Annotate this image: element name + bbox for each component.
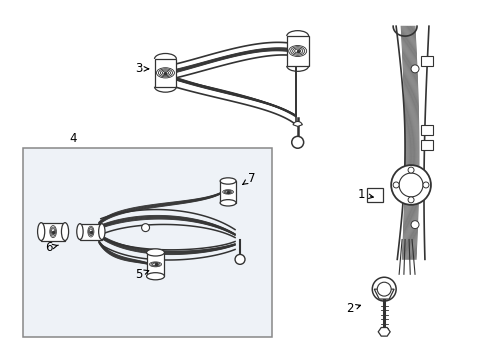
- Ellipse shape: [38, 223, 45, 240]
- Circle shape: [408, 167, 414, 173]
- Circle shape: [292, 136, 304, 148]
- Polygon shape: [378, 328, 390, 336]
- Ellipse shape: [77, 224, 83, 239]
- Circle shape: [411, 221, 419, 229]
- Bar: [421, 56, 433, 66]
- Text: 7: 7: [243, 171, 256, 185]
- Text: 3: 3: [135, 62, 148, 75]
- Bar: [147, 252, 165, 276]
- Text: 1: 1: [358, 188, 373, 201]
- Bar: [80, 224, 102, 239]
- Bar: [421, 140, 433, 150]
- Circle shape: [411, 65, 419, 73]
- Polygon shape: [374, 289, 394, 299]
- Bar: [41, 223, 65, 240]
- Circle shape: [393, 182, 399, 188]
- Circle shape: [142, 224, 149, 231]
- Circle shape: [372, 277, 396, 301]
- Text: 2: 2: [345, 302, 361, 315]
- Circle shape: [399, 173, 423, 197]
- Circle shape: [235, 255, 245, 264]
- Wedge shape: [293, 121, 302, 126]
- Text: 4: 4: [69, 132, 77, 145]
- Bar: [368, 188, 383, 202]
- Ellipse shape: [61, 223, 69, 240]
- Ellipse shape: [147, 273, 165, 280]
- Text: 5: 5: [135, 268, 149, 281]
- Ellipse shape: [220, 200, 236, 206]
- Bar: [23, 148, 272, 337]
- Bar: [220, 181, 236, 203]
- Circle shape: [377, 282, 391, 296]
- Ellipse shape: [147, 249, 165, 256]
- Bar: [421, 125, 433, 135]
- Ellipse shape: [220, 178, 236, 184]
- Bar: [287, 36, 309, 66]
- Circle shape: [408, 197, 414, 203]
- Circle shape: [391, 165, 431, 205]
- Circle shape: [423, 182, 429, 188]
- Text: 6: 6: [46, 241, 58, 254]
- Bar: [154, 59, 176, 87]
- Ellipse shape: [98, 224, 105, 239]
